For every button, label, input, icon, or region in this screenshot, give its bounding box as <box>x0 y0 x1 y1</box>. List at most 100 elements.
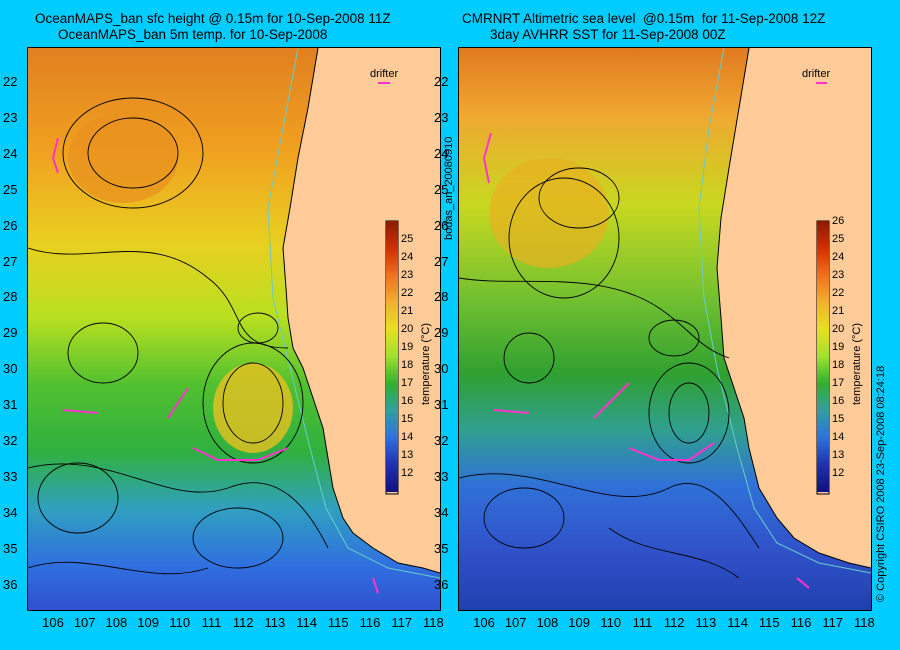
latitude-label: 23 <box>434 109 449 125</box>
longitude-label: 117 <box>822 615 844 630</box>
latitude-label: 29 <box>434 325 449 341</box>
shelf-isobath <box>267 48 440 579</box>
coastline <box>282 48 440 574</box>
ssh-contours <box>459 167 760 579</box>
latitude-label: 22 <box>434 74 449 89</box>
left-cbar-title: temperature (°C) <box>420 322 432 405</box>
right-cbar-tick: 20 <box>832 323 845 335</box>
run-id-label: bodas_an_20080910 <box>443 136 455 240</box>
left-cbar-tick: 14 <box>401 431 414 443</box>
warm-eddy <box>213 363 293 453</box>
latitude-label: 26 <box>3 217 18 233</box>
latitude-label: 34 <box>3 504 18 520</box>
latitude-label: 30 <box>3 361 18 377</box>
right-cbar-tick: 24 <box>832 251 845 263</box>
longitude-label: 112 <box>232 615 254 630</box>
latitude-label: 36 <box>434 576 449 592</box>
left-cbar-tick: 18 <box>401 359 414 371</box>
longitude-label: 114 <box>296 615 317 630</box>
latitude-label: 35 <box>434 540 449 556</box>
latitude-label: 31 <box>3 397 18 413</box>
longitude-label: 113 <box>695 615 717 630</box>
ssh-contours <box>28 97 329 575</box>
latitude-label: 32 <box>3 433 18 448</box>
right-map-panel[interactable] <box>458 47 872 611</box>
right-cbar-tick: 16 <box>832 395 845 407</box>
right-cbar-tick: 23 <box>832 269 845 281</box>
latitude-label: 34 <box>434 504 449 520</box>
latitude-label: 31 <box>434 397 449 413</box>
longitude-label: 109 <box>568 615 590 630</box>
left-cbar-tick: 13 <box>401 449 414 461</box>
latitude-label: 24 <box>3 145 18 161</box>
latitude-label: 30 <box>434 361 449 377</box>
latitude-label: 25 <box>434 181 449 197</box>
right-title-2: 3day AVHRR SST for 11-Sep-2008 00Z <box>490 27 726 42</box>
latitude-label: 22 <box>3 74 18 89</box>
right-cbar-tick: 15 <box>832 413 845 425</box>
warm-eddy <box>68 113 178 203</box>
land <box>283 48 440 573</box>
longitude-label: 116 <box>359 615 381 630</box>
longitude-label: 112 <box>663 615 685 630</box>
latitude-label: 27 <box>434 253 449 269</box>
right-cbar-tick: 25 <box>832 233 845 245</box>
longitude-label: 108 <box>105 615 128 630</box>
longitude-label: 106 <box>42 615 64 630</box>
left-cbar-tick: 23 <box>401 269 414 281</box>
right-cbar-tick: 18 <box>832 359 845 371</box>
longitude-label: 110 <box>169 615 191 630</box>
left-cbar-tick: 22 <box>401 287 414 299</box>
longitude-label: 111 <box>201 615 222 630</box>
latitude-label: 27 <box>3 253 18 269</box>
longitude-label: 115 <box>758 615 780 630</box>
left-cbar-tick: 21 <box>401 305 414 317</box>
right-cbar-title: temperature (°C) <box>851 322 863 405</box>
drifter-tracks <box>51 82 390 594</box>
latitude-label: 28 <box>434 289 449 305</box>
right-cbar-tick: 12 <box>832 467 845 479</box>
right-cbar-tick: 17 <box>832 377 845 389</box>
drifter-tracks <box>482 82 827 589</box>
right-cbar-tick: 26 <box>832 215 845 227</box>
latitude-label: 32 <box>434 433 449 448</box>
left-cbar-tick: 20 <box>401 323 414 335</box>
longitude-label: 109 <box>137 615 159 630</box>
longitude-label: 118 <box>423 615 444 630</box>
latitude-label: 29 <box>3 325 18 341</box>
latitude-label: 36 <box>3 576 18 592</box>
longitude-label: 111 <box>632 615 653 630</box>
longitude-label: 114 <box>727 615 748 630</box>
latitude-label: 28 <box>3 289 18 305</box>
longitude-label: 107 <box>73 615 96 630</box>
longitude-label: 117 <box>391 615 413 630</box>
left-colorbar-gradient <box>386 221 398 492</box>
left-cbar-tick: 15 <box>401 413 414 425</box>
latitude-label: 24 <box>434 145 449 161</box>
land <box>717 48 871 568</box>
left-map-panel[interactable] <box>27 47 441 611</box>
right-cbar-tick: 14 <box>832 431 845 443</box>
right-cbar-tick: 13 <box>832 449 845 461</box>
longitude-label: 110 <box>600 615 622 630</box>
warm-eddy <box>489 158 609 268</box>
copyright-label: © Copyright CSIRO 2008 23-Sep-2008 08:24… <box>875 365 887 602</box>
longitude-label: 115 <box>327 615 349 630</box>
coastline <box>716 48 871 569</box>
longitude-label: 118 <box>854 615 875 630</box>
latitude-label: 26 <box>434 217 449 233</box>
right-title-1: CMRNRT Altimetric sea level @0.15m for 1… <box>462 11 826 26</box>
shelf-isobath <box>698 48 871 574</box>
right-drifter-label: drifter <box>802 68 831 80</box>
left-drifter-label: drifter <box>370 68 399 80</box>
left-cbar-tick: 17 <box>401 377 414 389</box>
left-cbar-tick: 19 <box>401 341 414 353</box>
longitude-label: 106 <box>473 615 495 630</box>
longitude-label: 113 <box>264 615 286 630</box>
latitude-label: 33 <box>3 468 18 484</box>
latitude-label: 25 <box>3 181 18 197</box>
latitude-label: 35 <box>3 540 18 556</box>
left-cbar-tick: 12 <box>401 467 414 479</box>
left-cbar-tick: 24 <box>401 251 414 263</box>
right-cbar-tick: 21 <box>832 305 845 317</box>
